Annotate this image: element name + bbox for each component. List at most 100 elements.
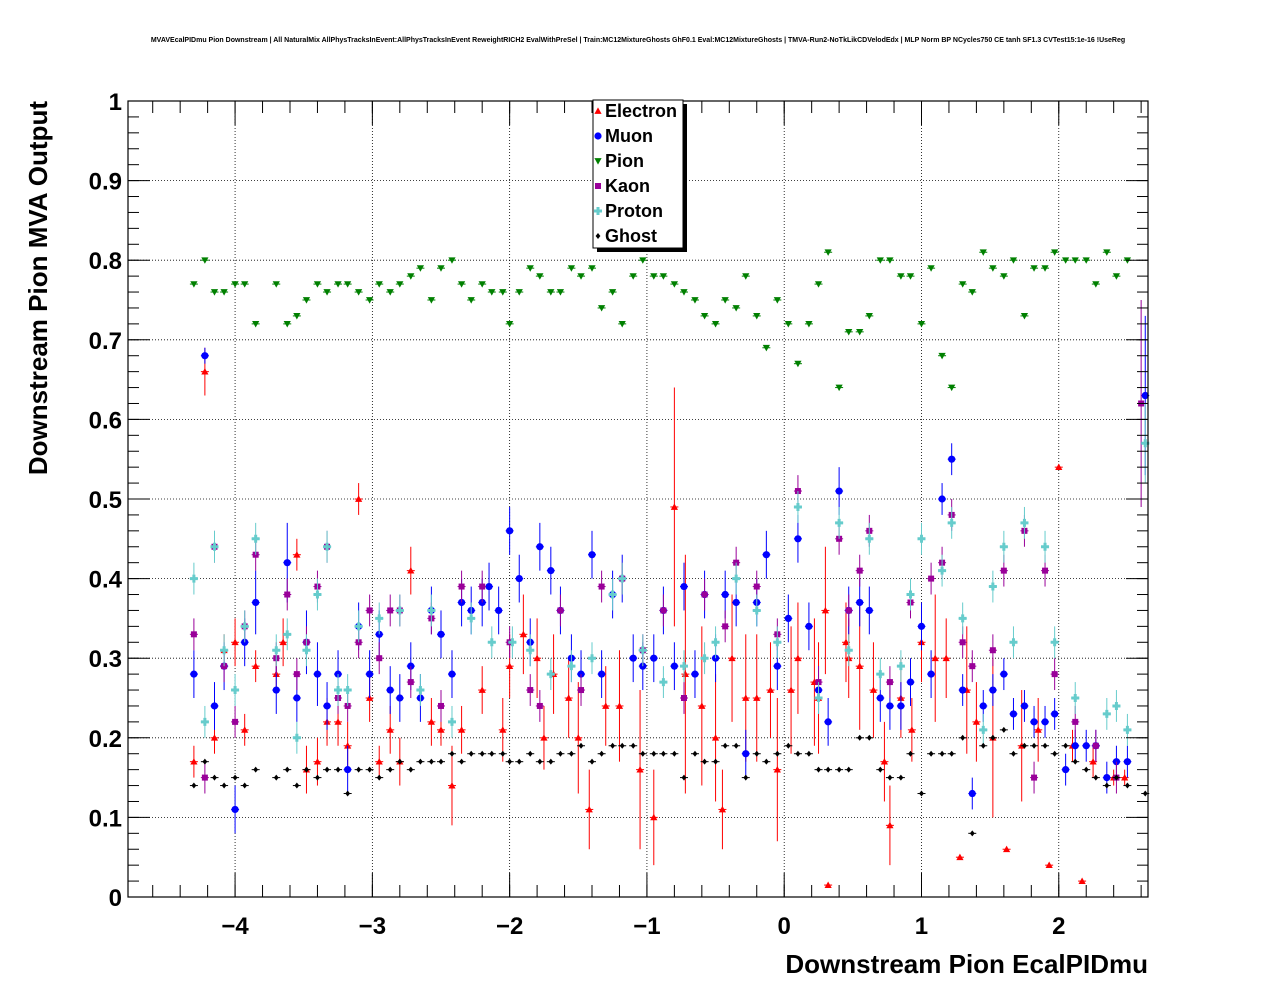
ghost-point <box>527 750 533 757</box>
electron-point <box>842 638 850 646</box>
muon-point <box>732 598 740 607</box>
pion-point <box>366 297 374 304</box>
proton-point <box>938 566 947 575</box>
ghost-point <box>516 758 522 765</box>
proton-point <box>251 534 260 543</box>
legend-label-ghost: Ghost <box>605 226 657 246</box>
electron-point <box>718 805 727 813</box>
proton-point <box>1050 638 1059 647</box>
pion-point <box>609 289 617 296</box>
ghost-point <box>651 750 657 757</box>
electron-point <box>787 686 795 693</box>
kaon-point <box>928 575 935 582</box>
proton-point <box>210 542 219 551</box>
muon-point <box>396 694 404 702</box>
kaon-point <box>366 607 373 614</box>
proton-point <box>844 646 853 655</box>
ghost-point <box>969 830 975 837</box>
ghost-point <box>558 750 563 757</box>
electron-point <box>711 734 720 741</box>
pion-point <box>1020 313 1029 320</box>
muon-point <box>927 670 935 678</box>
legend-label-pion: Pion <box>605 151 644 171</box>
muon-point <box>448 670 456 678</box>
ghost-point <box>1072 758 1078 765</box>
kaon-point <box>1072 718 1079 725</box>
pion-point <box>478 281 486 288</box>
proton-point <box>447 717 456 726</box>
muon-point <box>1051 710 1059 718</box>
pion-point <box>979 249 987 256</box>
pion-point <box>959 281 967 288</box>
pion-point <box>659 273 667 280</box>
electron-point <box>1045 861 1053 869</box>
y-tick-label: 0.3 <box>89 646 122 673</box>
kaon-point <box>598 583 605 590</box>
ghost-point <box>468 750 474 757</box>
electron-point <box>506 662 514 670</box>
electron-point <box>313 758 322 765</box>
muon-point <box>547 567 555 575</box>
proton-point <box>618 574 627 583</box>
ghost-point <box>202 758 208 765</box>
pion-point <box>762 344 770 352</box>
electron-point <box>201 368 209 375</box>
ghost-point <box>898 774 904 781</box>
ghost-point <box>315 774 320 781</box>
muon-point <box>742 750 750 758</box>
muon-point <box>437 630 445 638</box>
y-tick-label: 0.7 <box>89 328 122 355</box>
ghost-point <box>578 742 584 749</box>
proton-point <box>231 686 240 695</box>
proton-point <box>979 725 988 734</box>
electron-point <box>670 503 678 510</box>
proton-point <box>1141 439 1150 448</box>
kaon-point <box>660 607 667 614</box>
ghost-point <box>825 766 831 773</box>
proton-point <box>395 606 404 615</box>
proton-point <box>313 590 322 599</box>
pion-point <box>1009 257 1018 264</box>
proton-point <box>567 662 576 671</box>
ghost-point <box>294 782 300 789</box>
electron-point <box>880 758 889 765</box>
proton-point <box>679 662 688 671</box>
proton-point <box>988 582 997 591</box>
legend-marker-pion <box>594 158 602 165</box>
pion-point <box>1062 257 1070 264</box>
electron-point <box>375 758 383 765</box>
electron-point <box>886 821 894 829</box>
ghost-point <box>949 750 955 757</box>
ghost-point <box>660 750 666 757</box>
kaon-point <box>479 583 486 590</box>
kaon-point <box>284 591 291 598</box>
proton-point <box>375 614 384 623</box>
muon-point <box>1123 758 1132 766</box>
ghost-point <box>754 750 760 757</box>
pion-point <box>407 273 415 280</box>
kaon-point <box>701 591 708 598</box>
muon-point <box>680 582 688 591</box>
electron-point <box>942 654 950 662</box>
legend-item-proton: Proton <box>594 201 663 221</box>
proton-point <box>283 630 292 639</box>
ghost-point <box>816 766 821 773</box>
muon-point <box>231 805 239 814</box>
pion-point <box>344 281 352 288</box>
ghost-point <box>548 758 554 765</box>
electron-point <box>821 606 829 614</box>
electron-point <box>766 686 775 693</box>
kaon-point <box>232 718 239 725</box>
electron-point <box>931 654 939 662</box>
muon-point <box>1071 742 1079 750</box>
chart-title: MVAVEcalPIDmu Pion Downstream | All Natu… <box>151 37 1125 44</box>
pion-point <box>302 297 311 304</box>
electron-point <box>457 726 466 733</box>
kaon-point <box>680 695 687 701</box>
pion-point <box>742 273 750 280</box>
pion-point <box>845 328 853 336</box>
x-tick-label: −2 <box>496 913 523 940</box>
ghost-point <box>1125 782 1130 789</box>
proton-point <box>732 574 741 583</box>
ghost-point <box>1052 750 1058 757</box>
